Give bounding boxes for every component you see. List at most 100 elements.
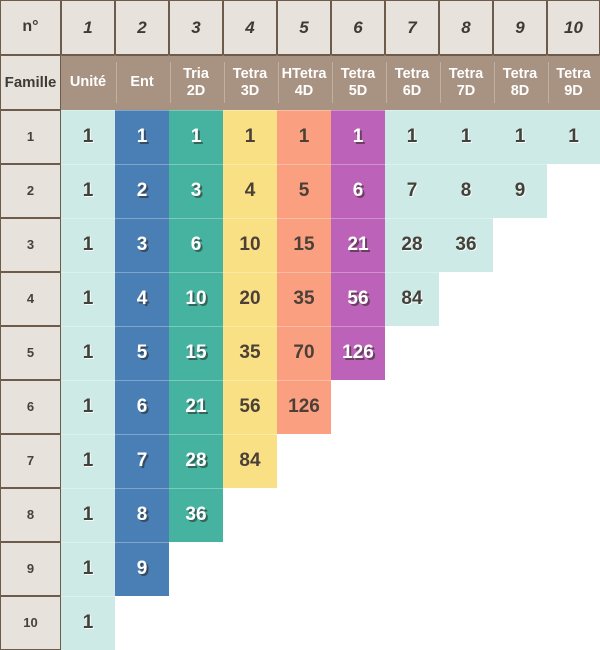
cell-value: 1 xyxy=(82,612,94,634)
cell-top-highlight xyxy=(385,110,439,111)
cell-top-highlight xyxy=(331,164,385,165)
cell-top-highlight xyxy=(439,164,493,165)
row-number-7: 7 xyxy=(0,434,61,488)
header-divider xyxy=(548,62,549,103)
cell-top-highlight xyxy=(115,542,169,543)
cell-top-highlight xyxy=(169,272,223,273)
cell-top-highlight xyxy=(223,218,277,219)
cell-r2-c6: 6 xyxy=(331,164,385,218)
cell-value: 1 xyxy=(352,126,364,148)
family-name-line1: HTetra xyxy=(281,65,327,82)
cell-r4-c7: 84 xyxy=(385,272,439,326)
row-number-2: 2 xyxy=(0,164,61,218)
cell-top-highlight xyxy=(61,326,115,327)
cell-top-highlight xyxy=(223,164,277,165)
family-name-line1: Tria xyxy=(183,65,209,82)
cell-top-highlight xyxy=(223,110,277,111)
cell-value: 1 xyxy=(136,126,148,148)
cell-value: 1 xyxy=(82,288,94,310)
cell-r7-c3: 28 xyxy=(169,434,223,488)
cell-top-highlight xyxy=(115,326,169,327)
cell-top-highlight xyxy=(493,110,547,111)
family-name-line2: 4D xyxy=(294,82,314,99)
header-divider xyxy=(224,62,225,103)
cell-r2-c5: 5 xyxy=(277,164,331,218)
cell-value: 1 xyxy=(514,126,526,148)
cell-value: 1 xyxy=(82,342,94,364)
cell-top-highlight xyxy=(115,164,169,165)
family-name-line1: Ent xyxy=(130,74,154,91)
cell-top-highlight xyxy=(61,218,115,219)
cell-r5-c3: 15 xyxy=(169,326,223,380)
cell-r3-c4: 10 xyxy=(223,218,277,272)
cell-r6-c3: 21 xyxy=(169,380,223,434)
cell-value: 7 xyxy=(406,180,418,202)
cell-r6-c4: 56 xyxy=(223,380,277,434)
column-number-header-8: 8 xyxy=(439,0,493,55)
cell-value: 10 xyxy=(185,288,207,310)
cell-r5-c2: 5 xyxy=(115,326,169,380)
header-divider xyxy=(440,62,441,103)
cell-top-highlight xyxy=(385,272,439,273)
cell-top-highlight xyxy=(331,326,385,327)
cell-value: 35 xyxy=(293,288,315,310)
cell-value: 1 xyxy=(82,234,94,256)
cell-value: 4 xyxy=(244,180,256,202)
cell-value: 5 xyxy=(136,342,148,364)
cell-top-highlight xyxy=(169,164,223,165)
cell-r1-c6: 1 xyxy=(331,110,385,164)
row-number-6: 6 xyxy=(0,380,61,434)
cell-r6-c1: 1 xyxy=(61,380,115,434)
cell-value: 20 xyxy=(239,288,261,310)
column-number-header-2: 2 xyxy=(115,0,169,55)
cell-r3-c6: 21 xyxy=(331,218,385,272)
cell-value: 126 xyxy=(342,342,374,364)
header-divider xyxy=(278,62,279,103)
cell-value: 35 xyxy=(239,342,261,364)
cell-top-highlight xyxy=(223,434,277,435)
cell-value: 1 xyxy=(82,558,94,580)
cell-value: 70 xyxy=(293,342,315,364)
cell-value: 1 xyxy=(460,126,472,148)
header-divider xyxy=(332,62,333,103)
cell-value: 21 xyxy=(185,396,207,418)
cell-value: 28 xyxy=(185,450,207,472)
cell-r2-c2: 2 xyxy=(115,164,169,218)
cell-top-highlight xyxy=(547,110,600,111)
family-name-line1: Unité xyxy=(69,74,107,91)
cell-value: 6 xyxy=(352,180,364,202)
cell-top-highlight xyxy=(61,488,115,489)
cell-top-highlight xyxy=(493,164,547,165)
cell-top-highlight xyxy=(277,326,331,327)
cell-value: 3 xyxy=(190,180,202,202)
cell-value: 8 xyxy=(460,180,472,202)
cell-top-highlight xyxy=(169,488,223,489)
cell-top-highlight xyxy=(61,272,115,273)
cell-r1-c3: 1 xyxy=(169,110,223,164)
cell-value: 1 xyxy=(568,126,579,148)
family-name-line1: Tetra xyxy=(556,65,591,82)
cell-top-highlight xyxy=(277,110,331,111)
cell-top-highlight xyxy=(169,326,223,327)
cell-r2-c7: 7 xyxy=(385,164,439,218)
cell-r5-c1: 1 xyxy=(61,326,115,380)
column-number-header-7: 7 xyxy=(385,0,439,55)
cell-top-highlight xyxy=(61,596,115,597)
cell-top-highlight xyxy=(331,218,385,219)
cell-value: 28 xyxy=(401,234,423,256)
cell-r2-c1: 1 xyxy=(61,164,115,218)
cell-r1-c5: 1 xyxy=(277,110,331,164)
cell-value: 5 xyxy=(298,180,310,202)
cell-r1-c8: 1 xyxy=(439,110,493,164)
cell-top-highlight xyxy=(331,272,385,273)
cell-r3-c7: 28 xyxy=(385,218,439,272)
family-name-line2: 8D xyxy=(510,82,530,99)
cell-r8-c2: 8 xyxy=(115,488,169,542)
family-header-7: Tetra 6D xyxy=(385,55,439,110)
header-divider xyxy=(494,62,495,103)
cell-r4-c3: 10 xyxy=(169,272,223,326)
family-name-line1: Tetra xyxy=(394,65,430,82)
cell-value: 3 xyxy=(136,234,148,256)
cell-r4-c5: 35 xyxy=(277,272,331,326)
cell-top-highlight xyxy=(115,218,169,219)
